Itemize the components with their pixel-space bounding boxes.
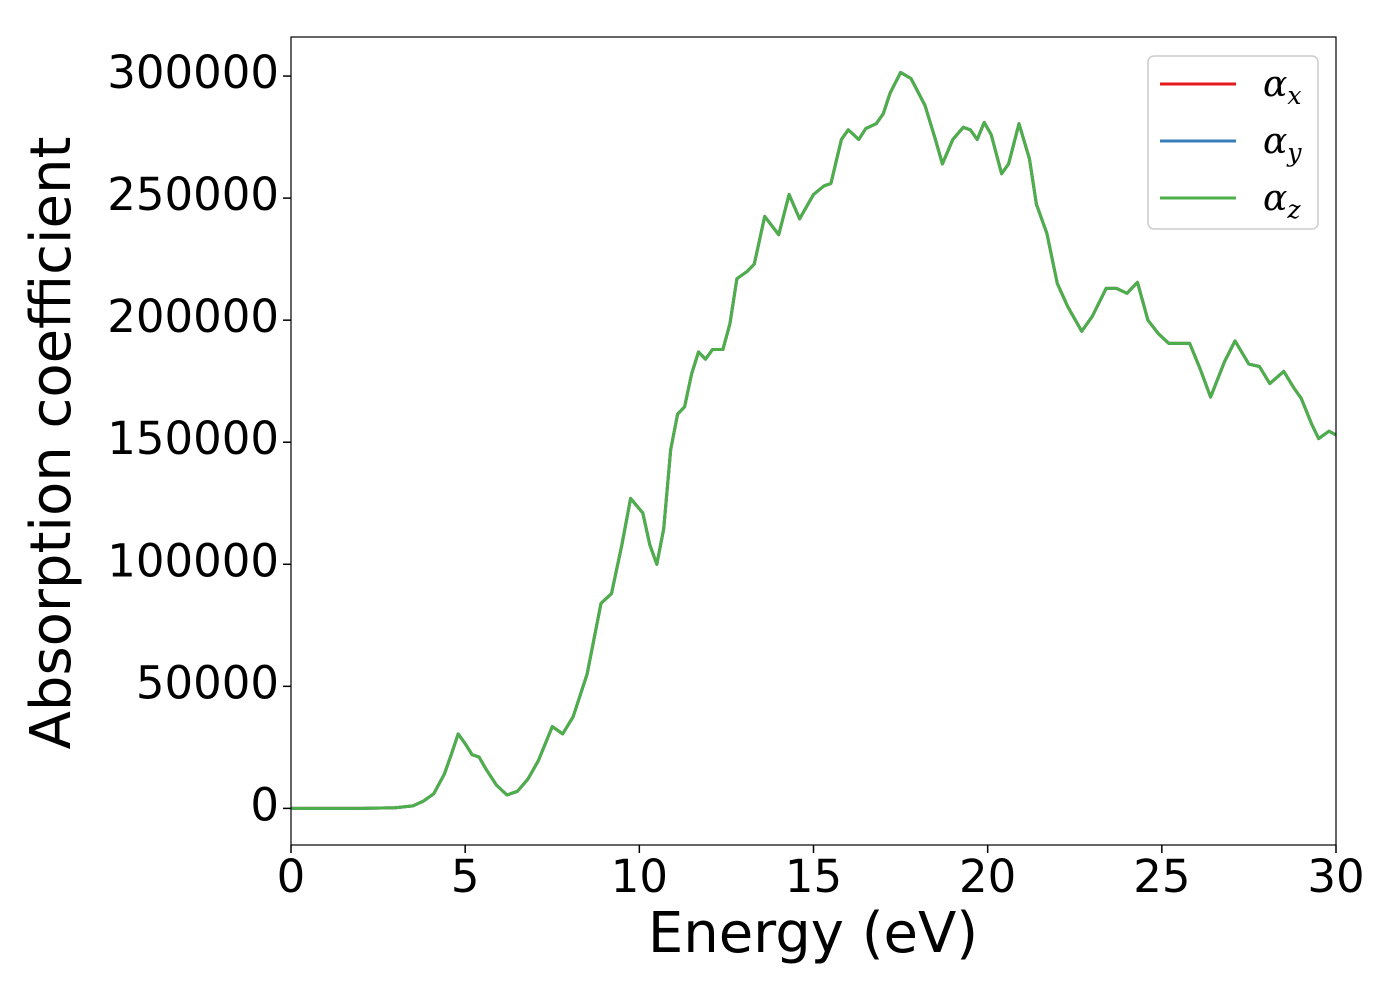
legend-label: αz: [1263, 178, 1301, 224]
y-tick-label: 250000: [107, 168, 279, 221]
x-tick-label: 20: [959, 850, 1016, 903]
legend-label: αx: [1263, 64, 1301, 110]
x-tick-label: 10: [611, 850, 668, 903]
y-tick-label: 150000: [107, 412, 279, 465]
y-tick-label: 50000: [136, 656, 279, 709]
x-tick-label: 15: [785, 850, 842, 903]
y-tick-label: 0: [250, 778, 279, 831]
y-tick-label: 200000: [107, 290, 279, 343]
x-tick-label: 25: [1133, 850, 1190, 903]
legend-label: αy: [1263, 121, 1302, 167]
y-tick-label: 300000: [107, 46, 279, 99]
x-tick-label: 0: [277, 850, 306, 903]
y-axis-label: Absorption coefficient: [19, 137, 84, 750]
plot-frame: [290, 36, 1337, 846]
x-tick-label: 5: [451, 850, 480, 903]
x-tick-label: 30: [1307, 850, 1364, 903]
series-line: [291, 70, 1337, 810]
y-tick-label: 100000: [107, 534, 279, 587]
x-axis-label: Energy (eV): [648, 901, 978, 966]
